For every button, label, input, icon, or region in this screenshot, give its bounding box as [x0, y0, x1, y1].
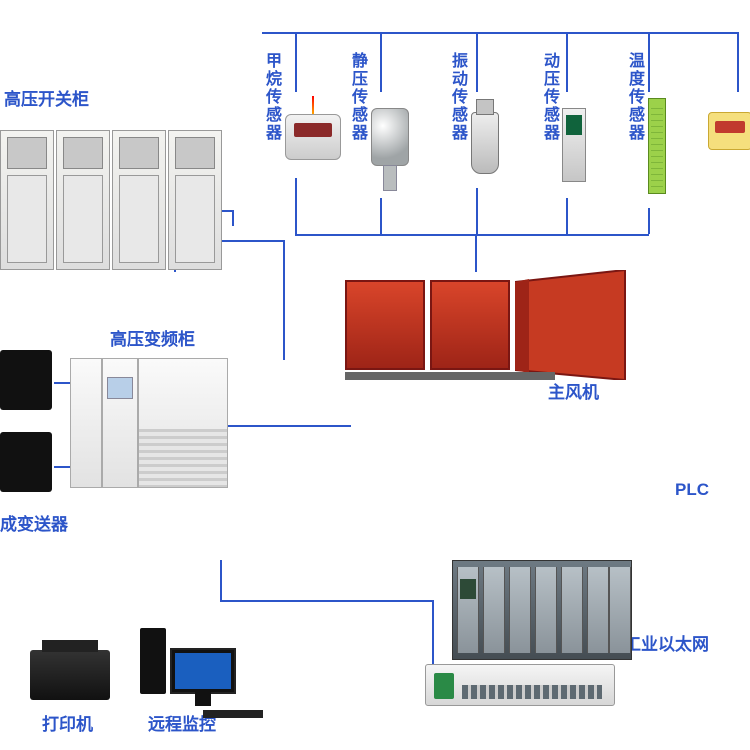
wire — [566, 32, 568, 92]
methane-sensor — [285, 96, 341, 160]
wire — [380, 32, 382, 92]
wire — [295, 178, 297, 234]
wire — [220, 560, 222, 600]
hv-switch-label: 高压开关柜 — [4, 85, 89, 110]
wire — [226, 425, 351, 427]
ethernet-label: 工业以太网 — [624, 630, 709, 655]
wire — [737, 32, 739, 92]
printer-label: 打印机 — [42, 710, 93, 735]
sensor-label-temp: 温度传感器 — [622, 52, 646, 142]
wire — [262, 32, 738, 34]
wire — [295, 234, 649, 236]
plc-label: PLC — [675, 480, 709, 500]
wire — [220, 600, 432, 602]
static-pressure-sensor — [371, 108, 409, 166]
fan-label: 主风机 — [548, 378, 599, 403]
wire — [476, 188, 478, 234]
fan-outlet-icon — [515, 270, 635, 380]
wire — [54, 382, 70, 384]
printer — [30, 650, 110, 700]
vibration-sensor — [471, 112, 499, 174]
plc-rack — [452, 560, 632, 660]
hv-vfd-label: 高压变频柜 — [110, 325, 195, 350]
hv-switch-cabinet — [0, 130, 222, 270]
ethernet-switch — [425, 664, 615, 706]
transmitter-label: 成变送器 — [0, 510, 68, 535]
wire — [380, 198, 382, 234]
sensor-label-staticp: 静压传感器 — [345, 52, 369, 142]
wire — [54, 466, 70, 468]
dynamic-pressure-sensor — [562, 108, 586, 182]
wire — [232, 210, 234, 226]
wire — [648, 208, 650, 234]
remote-monitor-pc — [140, 628, 236, 694]
sensor-label-methane: 甲烷传感器 — [259, 52, 283, 142]
sensor-label-vib: 振动传感器 — [445, 52, 469, 142]
hv-vfd-cabinet — [70, 358, 228, 488]
wire — [648, 32, 650, 92]
main-fan — [345, 270, 625, 380]
device-pair — [0, 350, 52, 492]
wire — [295, 32, 297, 92]
wire — [566, 198, 568, 234]
temperature-sensor — [648, 98, 666, 194]
wire — [283, 240, 285, 360]
wire — [476, 32, 478, 92]
sensor-label-dynp: 动压传感器 — [537, 52, 561, 142]
wire — [475, 234, 477, 272]
extra-sensor — [704, 112, 750, 150]
